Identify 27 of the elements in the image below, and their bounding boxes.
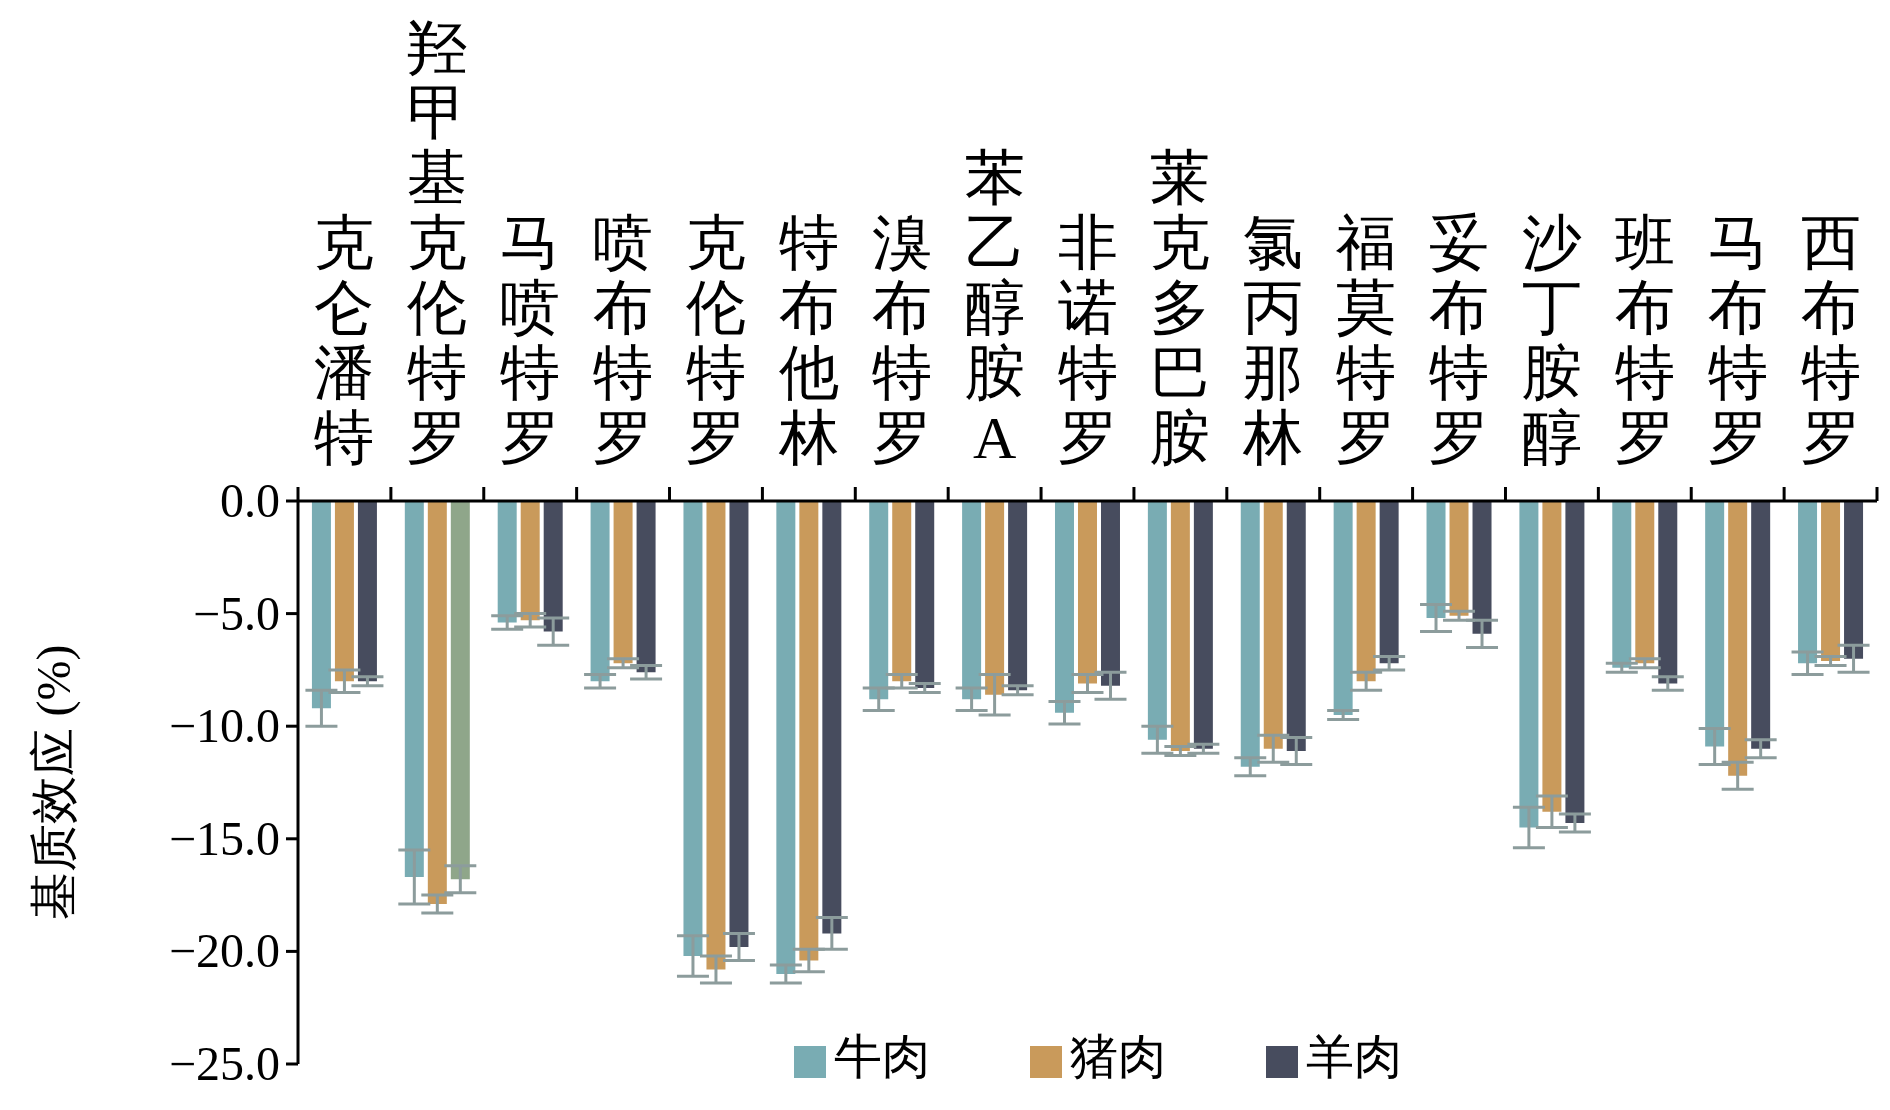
x-tick-label: 福莫特罗 bbox=[1336, 210, 1397, 471]
x-tick-label: 特布他林 bbox=[777, 210, 839, 471]
x-tick-label: 沙丁胺醇 bbox=[1521, 210, 1582, 471]
x-tick-label: 克仑潘特 bbox=[314, 210, 375, 471]
x-tick-label: 溴布特罗 bbox=[871, 210, 932, 471]
x-tick-label: 羟甲基克伦特罗 bbox=[407, 15, 468, 471]
legend-label: 猪肉 bbox=[1069, 1030, 1166, 1083]
x-tick-label: 马喷特罗 bbox=[500, 210, 561, 471]
x-tick-label: 克伦特罗 bbox=[685, 210, 746, 471]
y-tick-label: −5.0 bbox=[192, 586, 280, 640]
x-tick-label: 班布特罗 bbox=[1614, 210, 1675, 471]
y-tick-label: −20.0 bbox=[168, 924, 280, 978]
x-tick-label: 苯乙醇胺A bbox=[964, 145, 1025, 471]
x-tick-label: 氯丙那林 bbox=[1242, 210, 1304, 471]
x-tick-label: 喷布特罗 bbox=[593, 210, 654, 471]
x-tick-label: 西布特罗 bbox=[1800, 210, 1861, 471]
y-tick-label: −25.0 bbox=[168, 1037, 280, 1090]
y-tick-label: −15.0 bbox=[168, 811, 280, 865]
x-tick-label: 非诺特罗 bbox=[1057, 210, 1118, 471]
legend-label: 牛肉 bbox=[833, 1030, 930, 1083]
x-tick-label: 妥布特罗 bbox=[1429, 210, 1490, 471]
legend-label: 羊肉 bbox=[1305, 1030, 1402, 1083]
y-tick-label: −10.0 bbox=[168, 699, 280, 753]
y-tick-label: 0.0 bbox=[220, 474, 280, 527]
x-tick-label: 莱克多巴胺 bbox=[1150, 145, 1211, 471]
x-tick-label: 马布特罗 bbox=[1707, 210, 1768, 471]
y-axis-title: 基质效应 (%) bbox=[26, 644, 81, 921]
